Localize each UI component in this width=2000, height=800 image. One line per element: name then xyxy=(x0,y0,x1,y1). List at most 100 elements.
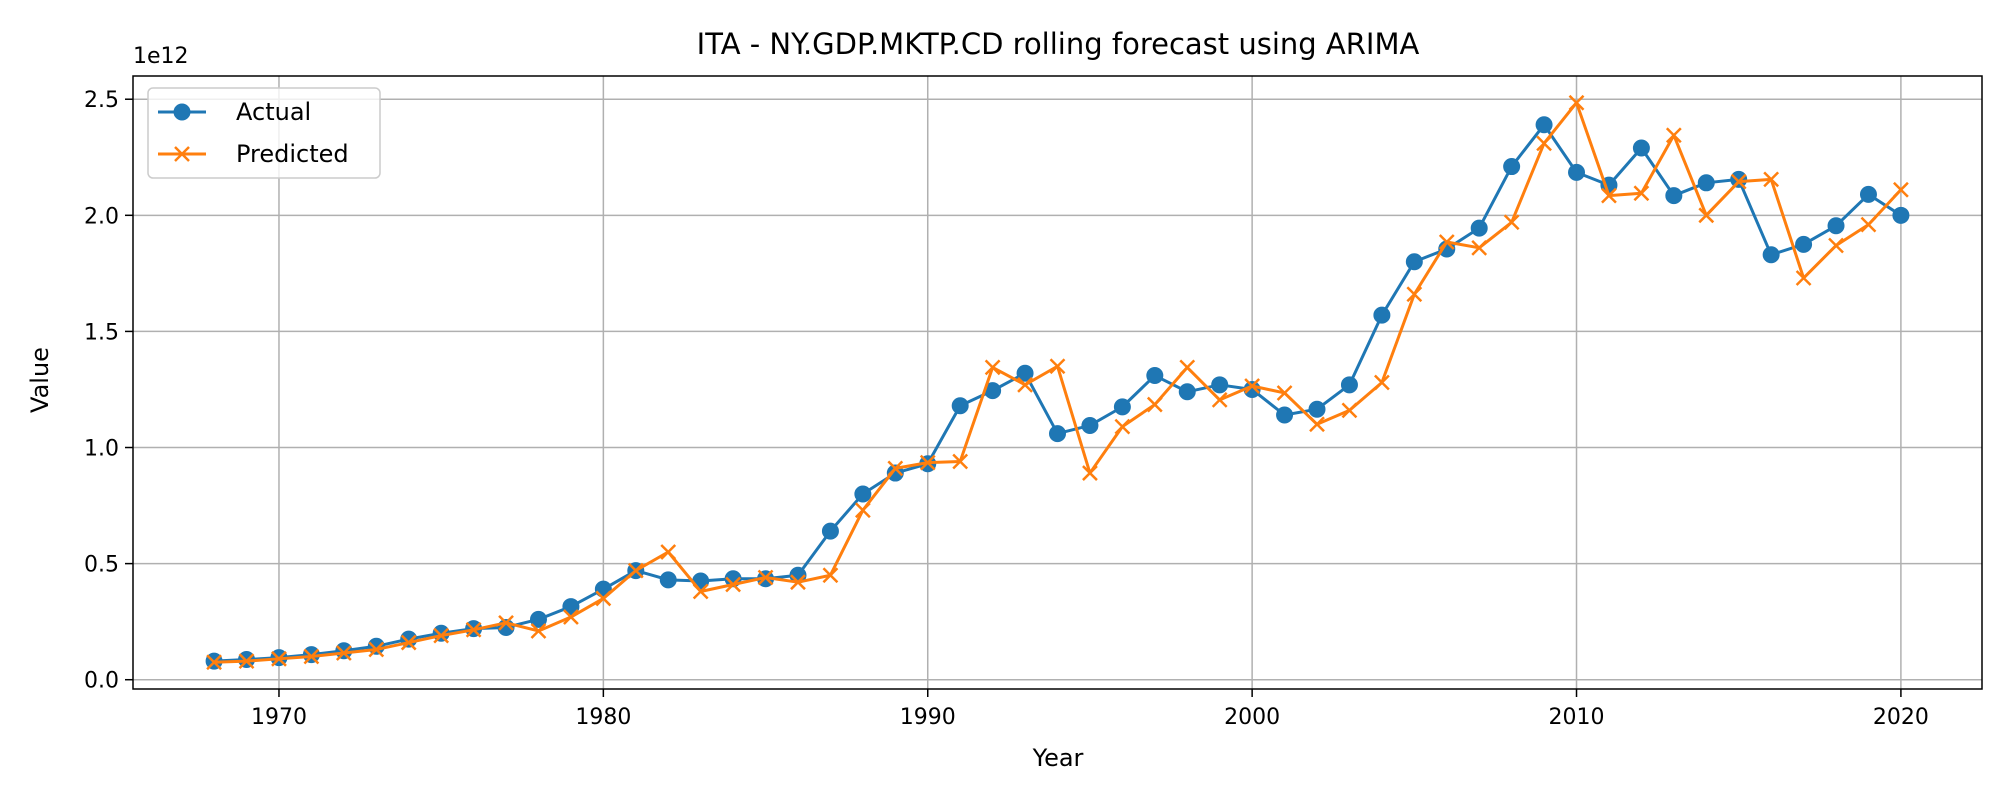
predicted-series-point xyxy=(1763,171,1780,188)
predicted-series-point xyxy=(1406,286,1423,303)
predicted-series-point xyxy=(627,562,644,579)
predicted-series-point xyxy=(1049,358,1066,375)
predicted-series-point xyxy=(822,567,839,584)
actual-series-point xyxy=(1632,139,1650,157)
actual-series xyxy=(205,116,1910,670)
actual-series-point xyxy=(659,571,677,589)
actual-series-point xyxy=(951,397,969,415)
predicted-series-point xyxy=(1893,181,1909,198)
actual-series-point xyxy=(1308,400,1326,418)
actual-series-point xyxy=(1859,185,1877,203)
y-tick-label: 2.0 xyxy=(84,204,119,229)
predicted-series-point xyxy=(1146,396,1163,413)
predicted-series-point xyxy=(660,544,677,560)
actual-series-point xyxy=(367,637,385,655)
predicted-series-point xyxy=(595,590,612,607)
actual-series-point xyxy=(1470,219,1488,237)
predicted-series-point xyxy=(1211,392,1228,408)
y-tick-label: 0.0 xyxy=(84,669,119,694)
predicted-series-point xyxy=(790,574,806,591)
predicted-series-point xyxy=(1860,216,1877,233)
x-tick-label: 1990 xyxy=(900,705,956,730)
actual-series-point xyxy=(1503,158,1521,176)
actual-series-point xyxy=(1568,163,1586,181)
legend-label: Predicted xyxy=(236,140,349,168)
actual-series-point xyxy=(529,610,547,628)
predicted-series-point xyxy=(1568,94,1585,111)
predicted-series-point xyxy=(757,569,774,586)
x-tick-label: 2010 xyxy=(1549,705,1605,730)
predicted-series-point xyxy=(433,627,450,644)
x-tick-label: 2000 xyxy=(1224,705,1280,730)
actual-series-line xyxy=(214,123,1902,663)
predicted-series-point xyxy=(1601,187,1617,204)
predicted-series-point xyxy=(303,648,320,665)
actual-series-point xyxy=(1113,398,1131,416)
actual-series-point xyxy=(854,485,872,503)
predicted-series-point xyxy=(919,454,936,471)
grid-lines xyxy=(133,76,1982,689)
x-tick-label: 2020 xyxy=(1873,705,1929,730)
predicted-series-point xyxy=(1341,402,1358,419)
predicted-series-point xyxy=(1114,418,1131,435)
y-axis-title: Value xyxy=(26,347,54,413)
predicted-series-point xyxy=(1309,416,1325,433)
actual-series-point xyxy=(562,598,580,616)
predicted-series-point xyxy=(1730,173,1747,190)
x-tick-label: 1980 xyxy=(575,705,631,730)
predicted-series-point xyxy=(1179,359,1196,376)
actual-series-point xyxy=(335,642,353,660)
predicted-series-point xyxy=(335,645,352,661)
predicted-series-point xyxy=(1665,127,1682,144)
actual-series-point xyxy=(821,522,839,540)
predicted-series-point xyxy=(465,621,482,638)
legend-item-actual: Actual xyxy=(158,98,311,126)
actual-series-point xyxy=(1340,376,1358,394)
predicted-series-point xyxy=(1503,214,1520,231)
predicted-series-point xyxy=(1633,185,1650,202)
actual-series-point xyxy=(1373,306,1391,324)
actual-series-point xyxy=(1178,383,1196,401)
predicted-series-point xyxy=(1471,239,1488,256)
predicted-series-point xyxy=(271,650,287,667)
actual-series-point xyxy=(1535,116,1553,134)
predicted-series-point xyxy=(1698,207,1715,224)
predicted-series-point xyxy=(1276,385,1293,401)
predicted-series-point xyxy=(1374,374,1390,391)
predicted-series-point xyxy=(1828,237,1844,254)
data-series xyxy=(205,94,1910,671)
legend: Actual Predicted xyxy=(147,87,381,179)
predicted-series-point xyxy=(1438,234,1455,250)
y-tick-label: 1.5 xyxy=(84,320,119,345)
y-offset-label: 1e12 xyxy=(133,44,189,69)
plot-frame xyxy=(132,75,1983,690)
legend-label: Actual xyxy=(236,98,311,126)
predicted-series-point xyxy=(725,576,741,593)
predicted-series-point xyxy=(887,460,904,477)
actual-series-point xyxy=(1146,367,1164,385)
predicted-series-point xyxy=(206,654,222,671)
predicted-series-point xyxy=(1536,135,1552,152)
predicted-series-point xyxy=(238,653,255,670)
actual-series-point xyxy=(1795,235,1813,253)
y-tick-label: 2.5 xyxy=(84,88,119,113)
actual-series-point xyxy=(1665,187,1683,205)
y-tick-label: 1.0 xyxy=(84,437,119,462)
legend-predicted-point xyxy=(174,146,190,162)
x-tick-label: 1970 xyxy=(251,705,307,730)
actual-series-point xyxy=(1405,253,1423,271)
predicted-series-point xyxy=(498,614,514,631)
actual-series-point xyxy=(1276,406,1294,424)
predicted-series-point xyxy=(1795,270,1812,286)
actual-series-point xyxy=(1016,364,1034,382)
actual-series-point xyxy=(1730,170,1748,188)
predicted-series-point xyxy=(692,583,709,600)
predicted-series-point xyxy=(563,609,579,625)
actual-series-point xyxy=(1049,425,1066,443)
x-axis-title: Year xyxy=(1032,744,1084,772)
predicted-series-point xyxy=(984,359,1001,376)
predicted-series-point xyxy=(854,502,871,519)
axis-ticks: 1970 1980 1990 2000 2010 2020 0.0 0.5 1.0 1.5 2.0 2… xyxy=(84,88,1929,730)
